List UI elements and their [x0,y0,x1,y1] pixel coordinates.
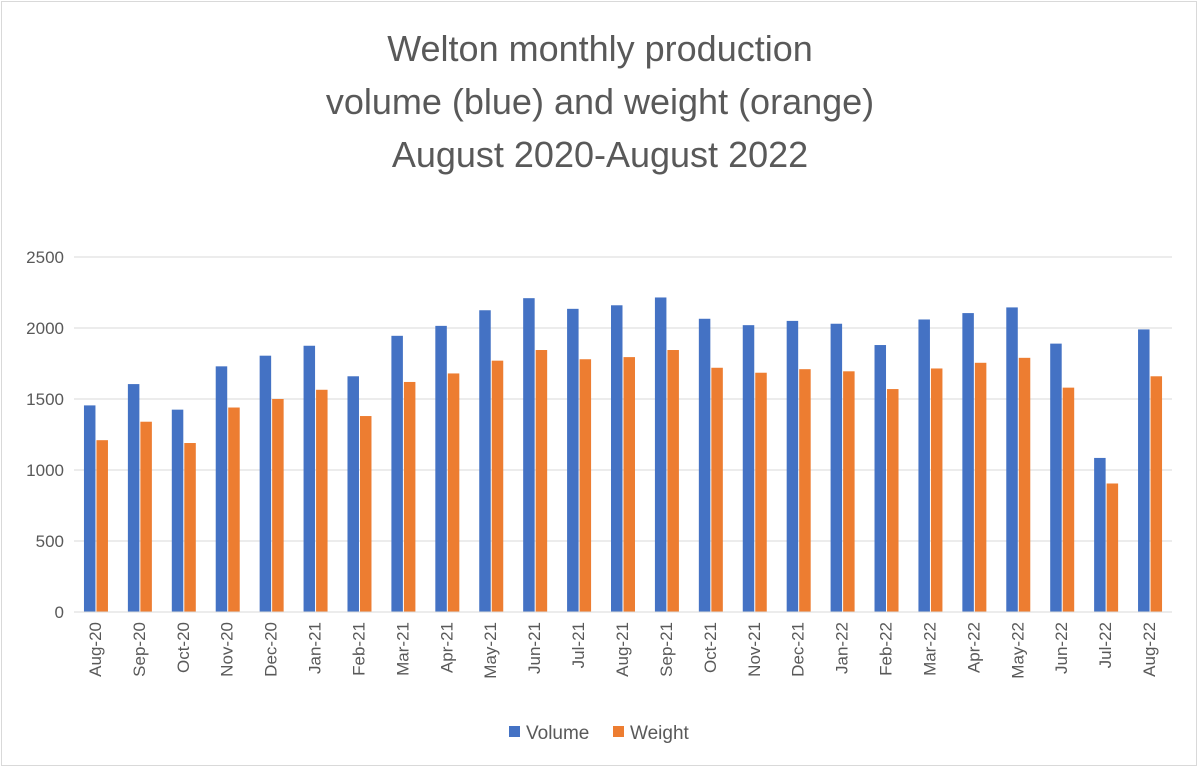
bar-volume-feb-21 [347,376,359,612]
bar-weight-sep-20 [140,421,152,612]
bar-volume-jan-21 [303,345,316,612]
x-tick-label: May-22 [1008,622,1027,679]
bar-volume-sep-20 [127,384,140,612]
y-tick-label: 2000 [26,319,64,338]
y-tick-label: 1500 [26,390,64,409]
legend-label-weight: Weight [630,723,690,744]
x-tick-label: Dec-21 [789,622,808,677]
bar-weight-jan-21 [316,389,328,612]
y-tick-label: 1000 [26,461,64,480]
bar-weight-oct-21 [711,367,723,612]
bar-weight-apr-22 [974,362,987,612]
bar-volume-nov-20 [215,366,228,612]
bar-volume-oct-21 [698,318,711,612]
x-tick-label: Jan-22 [833,622,852,674]
bar-weight-jun-22 [1062,387,1075,612]
x-tick-label: Oct-20 [174,622,193,673]
x-tick-label: Feb-22 [877,622,896,676]
chart-title-line-3: August 2020-August 2022 [391,134,809,175]
y-axis: 0 500 1000 1500 2000 2500 [26,248,64,622]
bar-weight-aug-20 [96,440,108,612]
bar-weight-oct-20 [184,443,196,612]
bar-weight-nov-21 [755,372,767,612]
bar-volume-jul-22 [1094,457,1106,612]
x-tick-label: Dec-20 [262,622,281,677]
bar-weight-feb-22 [887,389,899,612]
bar-volume-oct-20 [171,409,184,612]
x-tick-label: Feb-21 [349,622,368,676]
x-tick-label: Mar-21 [393,622,412,676]
bar-volume-jul-21 [567,308,579,612]
bar-weight-feb-21 [359,416,372,612]
y-tick-label: 0 [55,603,64,622]
x-tick-label: Jun-21 [525,622,544,674]
bar-weight-may-21 [491,360,504,612]
chart-title: Welton monthly production volume (blue) … [0,22,1200,181]
bar-volume-aug-20 [83,405,96,612]
bar-volume-dec-20 [259,355,272,612]
bar-volume-jun-22 [1050,343,1062,612]
x-tick-label: Jul-21 [569,622,588,668]
bar-weight-mar-22 [930,368,943,612]
bar-weight-aug-21 [623,357,635,612]
y-tick-label: 2500 [26,248,64,267]
chart-title-line-2: volume (blue) and weight (orange) [325,81,875,122]
bar-volume-jun-21 [523,298,535,612]
x-tick-label: Oct-21 [701,622,720,673]
bar-volume-apr-22 [962,313,974,612]
bar-weight-sep-21 [667,350,679,612]
bar-volume-mar-22 [918,319,930,612]
x-tick-label: Nov-20 [218,622,237,677]
chart-title-line-1: Welton monthly production [387,28,813,69]
x-tick-label: Aug-20 [86,622,105,677]
bars [83,297,1163,612]
bar-weight-jul-22 [1106,483,1119,612]
legend-swatch-weight [613,726,624,737]
bar-weight-nov-20 [228,407,240,612]
legend-swatch-volume [509,726,520,737]
legend-label-volume: Volume [526,723,589,744]
bar-volume-sep-21 [654,297,667,612]
x-tick-label: Sep-20 [130,622,149,677]
bar-volume-mar-21 [391,335,403,612]
bar-weight-jul-21 [579,359,592,612]
x-tick-label: Nov-21 [745,622,764,677]
bar-volume-aug-22 [1138,329,1150,612]
x-tick-label: Sep-21 [657,622,676,677]
x-axis: Aug-20 Sep-20 Oct-20 Nov-20 Dec-20 Jan-21 Feb-… [74,611,1172,679]
bar-weight-may-22 [1018,357,1031,612]
bar-volume-may-22 [1006,307,1018,612]
x-tick-label: Aug-22 [1140,622,1159,677]
x-tick-label: Jul-22 [1096,622,1115,668]
x-tick-label: Apr-22 [964,622,983,673]
bar-weight-dec-20 [272,399,284,612]
bar-volume-nov-21 [742,325,755,612]
legend: Volume Weight [509,723,690,744]
x-tick-label: Apr-21 [437,622,456,673]
x-tick-label: Jan-21 [306,622,325,674]
x-tick-label: Jun-22 [1052,622,1071,674]
x-tick-label: May-21 [481,622,500,679]
bar-weight-apr-21 [447,373,460,612]
bar-volume-feb-22 [874,345,887,612]
bar-weight-mar-21 [403,381,416,612]
bar-volume-may-21 [479,310,491,612]
bar-weight-aug-22 [1150,376,1163,612]
bar-weight-dec-21 [799,369,811,612]
bar-weight-jan-22 [843,371,855,612]
x-tick-label: Mar-22 [920,622,939,676]
x-tick-label: Aug-21 [613,622,632,677]
bar-volume-apr-21 [435,325,447,612]
bar-weight-jun-21 [535,350,548,612]
bar-volume-jan-22 [830,323,843,612]
y-tick-label: 500 [36,532,64,551]
bar-volume-aug-21 [611,305,623,612]
bar-volume-dec-21 [786,320,799,612]
